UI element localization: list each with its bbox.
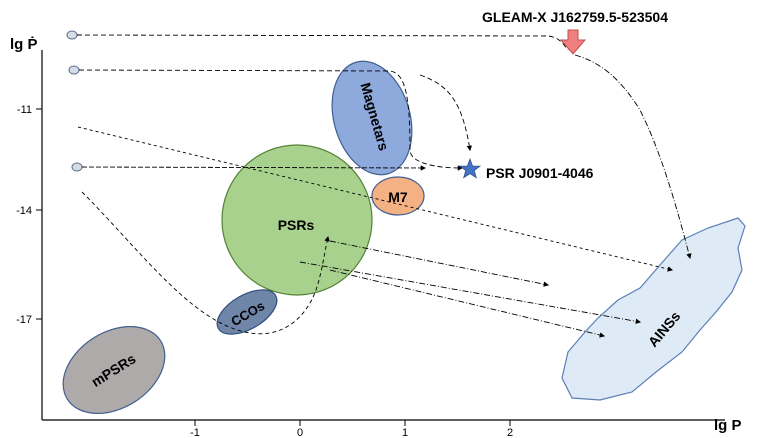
x-tick-label: -1: [190, 427, 200, 438]
track-gleam: [76, 34, 569, 51]
psr-star-icon: [458, 157, 482, 179]
psr-star-label: PSR J0901-4046: [486, 165, 594, 181]
x-tick-label: 0: [297, 427, 303, 438]
evolution-tracks: [76, 34, 692, 338]
x-tick-label: 2: [507, 427, 513, 438]
ccos-region: [216, 289, 278, 335]
psrs-region: [221, 144, 373, 296]
y-tick-label: -11: [17, 104, 32, 116]
x-tick-label: 1: [402, 427, 408, 438]
m7-region: [371, 176, 425, 216]
ainss-region: [561, 217, 746, 401]
track-psrs-to-ainss-b: [299, 261, 642, 324]
y-tick-label: -17: [16, 314, 32, 326]
track-to-ainss-c: [329, 269, 606, 338]
y-axis-label: lg Ṗ: [10, 36, 38, 53]
gleam-label: GLEAM-X J162759.5-523504: [482, 9, 668, 25]
track-psrs-to-ainss-a: [329, 240, 550, 287]
gleam-marker: [559, 29, 587, 55]
psrs-label: PSRs: [278, 217, 315, 233]
start-markers: [66, 30, 83, 172]
axes: lg Ṗ lg P -11 -14 -17 -1 0 1 2: [10, 36, 742, 438]
gleam-down-arrow-icon: [559, 29, 587, 55]
regions: [62, 60, 746, 415]
track-gleam-to-ainss: [574, 54, 692, 260]
start-point: [66, 30, 78, 40]
y-tick-label: -14: [16, 205, 32, 217]
x-axis-label: lg P: [714, 417, 742, 434]
track-psr-to-star: [81, 165, 427, 171]
start-point: [71, 162, 83, 172]
mpsrs-region: [62, 325, 166, 415]
m7-label: M7: [388, 189, 408, 205]
track-magnetar-loop: [419, 74, 472, 152]
track-ccos-to-psrs: [81, 191, 330, 335]
start-point: [68, 65, 80, 75]
